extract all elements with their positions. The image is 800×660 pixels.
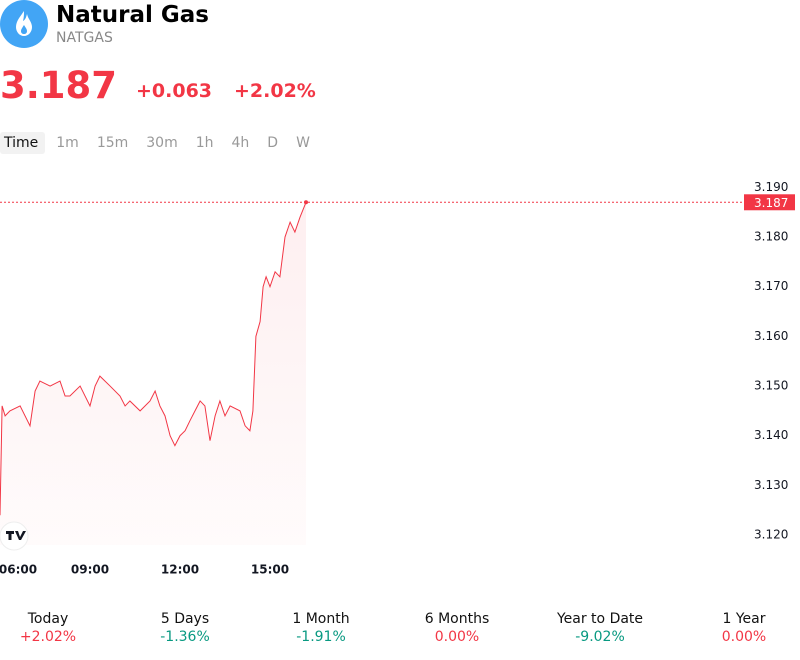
- last-price-label: 3.187: [754, 196, 788, 210]
- y-tick-label: 3.160: [754, 329, 788, 343]
- performance-value: -9.02%: [575, 629, 625, 645]
- performance-value: +2.02%: [19, 629, 77, 645]
- performance-label: Today: [27, 611, 69, 627]
- timeframe-tab[interactable]: 15m: [96, 135, 129, 151]
- performance-item[interactable]: Year to Date -9.02%: [530, 611, 670, 647]
- performance-label: 6 Months: [424, 611, 490, 627]
- performance-value: 0.00%: [721, 629, 767, 645]
- timeframe-tab[interactable]: 30m: [146, 135, 178, 151]
- change-percent: +2.02%: [234, 80, 316, 102]
- symbol: NATGAS: [56, 30, 113, 46]
- y-tick-label: 3.130: [754, 478, 788, 492]
- timeframe-tab[interactable]: Time: [0, 132, 46, 154]
- x-tick-label: 06:00: [0, 563, 37, 577]
- last-price-box: [744, 194, 795, 211]
- last-point: [304, 200, 308, 205]
- price-line: [0, 202, 307, 516]
- y-tick-label: 3.120: [754, 528, 788, 542]
- performance-label: 5 Days: [160, 611, 210, 627]
- price: 3.187: [0, 64, 118, 107]
- y-tick-label: 3.140: [754, 428, 788, 442]
- x-tick-label: 09:00: [71, 563, 109, 577]
- y-tick-label: 3.170: [754, 279, 788, 293]
- performance-item[interactable]: 1 Month -1.91%: [251, 611, 391, 647]
- tv-logo: [0, 521, 29, 551]
- change: +0.063: [136, 80, 213, 102]
- area-fill: [0, 202, 306, 545]
- timeframe-tab[interactable]: 1m: [56, 135, 79, 151]
- logo: [0, 0, 48, 48]
- performance-label: 1 Month: [292, 611, 350, 627]
- performance-item[interactable]: 5 Days -1.36%: [115, 611, 255, 647]
- performance-item[interactable]: Today +2.02%: [0, 611, 118, 647]
- timeframe-tabs: Time 1m 15m 30m 1h 4h D W: [0, 132, 317, 154]
- y-tick-label: 3.180: [754, 230, 788, 244]
- timeframe-tab[interactable]: D: [267, 135, 279, 151]
- timeframe-tab[interactable]: 4h: [231, 135, 250, 151]
- chart: 3.120 3.130 3.140 3.150 3.160 3.170 3.180 3.190…: [0, 180, 795, 577]
- performance-label: 1 Year: [722, 611, 766, 627]
- performance-item[interactable]: 1 Year 0.00%: [674, 611, 800, 647]
- y-tick-label: 3.190: [754, 180, 788, 194]
- x-tick-label: 12:00: [161, 563, 199, 577]
- performance-value: -1.36%: [160, 629, 210, 645]
- x-tick-label: 15:00: [251, 563, 289, 577]
- performance-label: Year to Date: [556, 611, 644, 627]
- performance-value: 0.00%: [434, 629, 480, 645]
- performance-item[interactable]: 6 Months 0.00%: [387, 611, 527, 647]
- timeframe-tab[interactable]: W: [296, 135, 310, 151]
- title: Natural Gas: [56, 2, 209, 28]
- timeframe-tab[interactable]: 1h: [195, 135, 214, 151]
- y-tick-label: 3.150: [754, 379, 788, 393]
- performance-value: -1.91%: [296, 629, 346, 645]
